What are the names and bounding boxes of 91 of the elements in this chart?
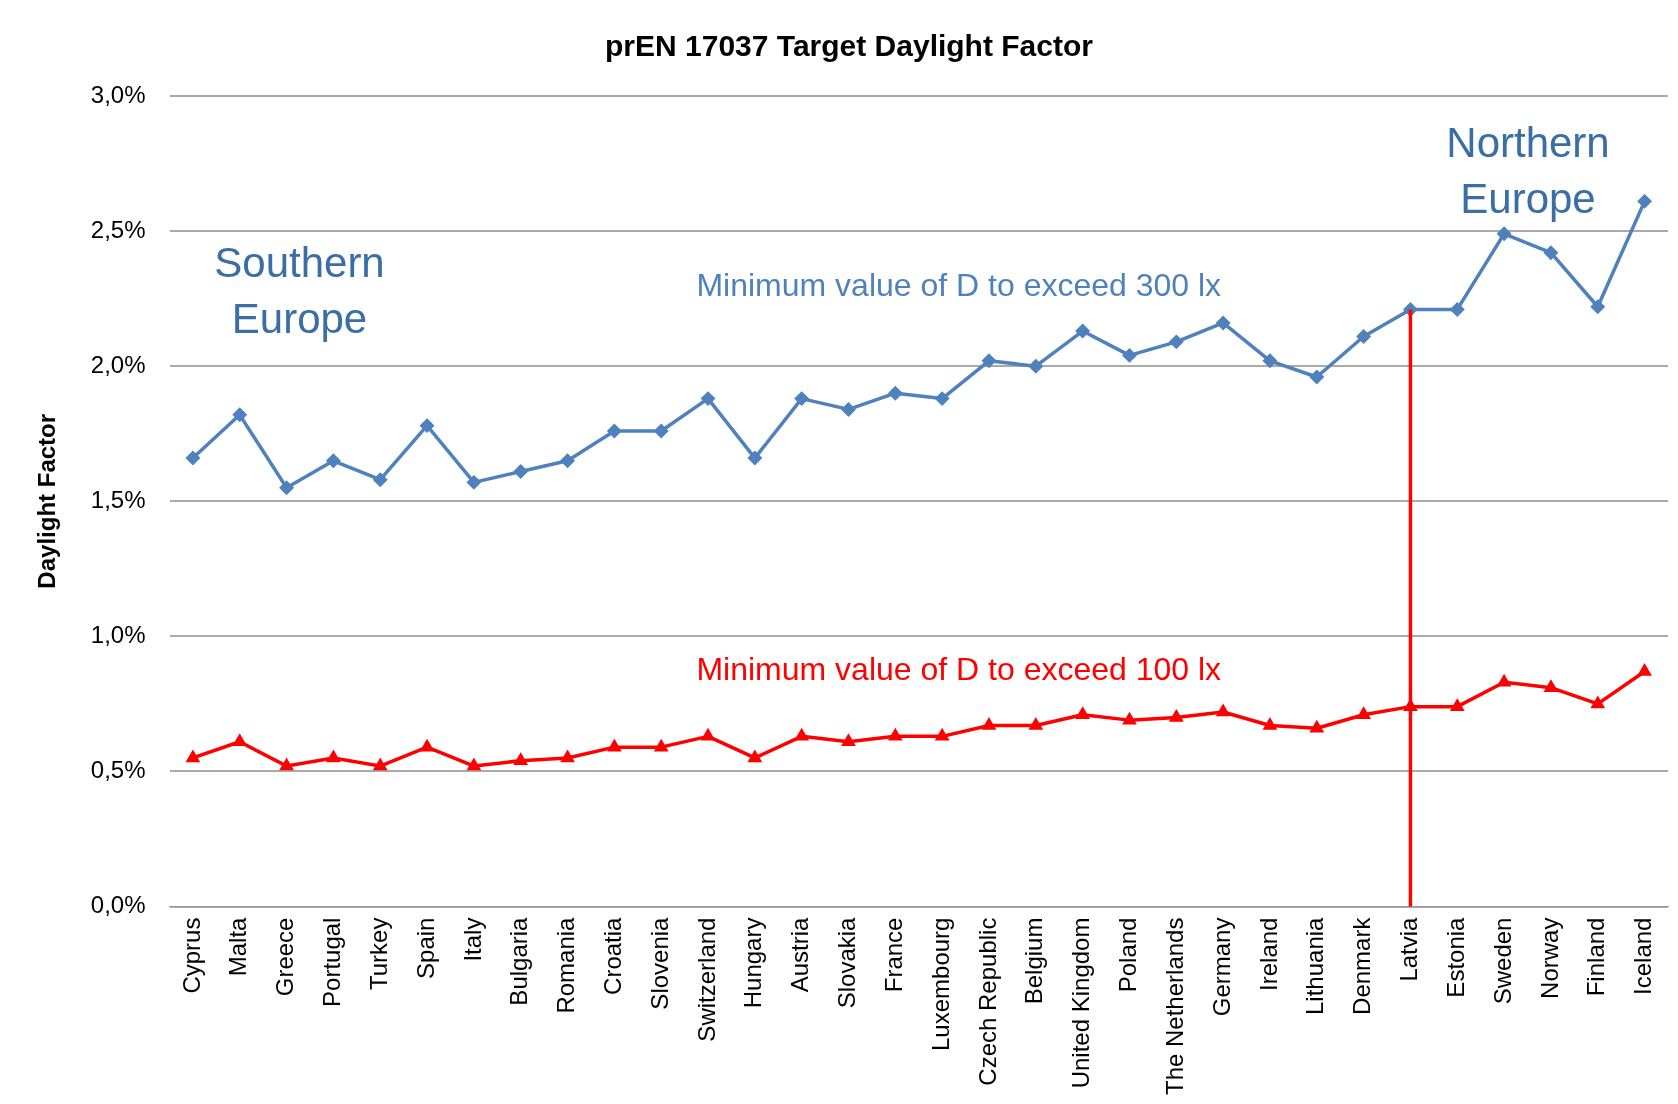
y-axis-title: Daylight Factor — [33, 413, 61, 589]
x-tick-label: Hungary — [739, 917, 767, 1009]
chart-title: prEN 17037 Target Daylight Factor — [605, 29, 1094, 63]
point — [654, 424, 668, 438]
point — [1029, 359, 1043, 373]
x-tick-label: Bulgaria — [505, 916, 533, 1006]
y-tick-label: 3,0% — [90, 80, 146, 108]
point — [1216, 316, 1230, 330]
point — [748, 451, 762, 465]
x-tick-label: Lithuania — [1301, 916, 1329, 1015]
point — [1075, 324, 1090, 338]
x-tick-label: Portugal — [318, 917, 346, 1007]
y-tick-label: 0,0% — [90, 891, 146, 919]
point — [1637, 194, 1652, 209]
point — [1310, 370, 1324, 384]
point — [420, 418, 434, 433]
x-tick-label: Greece — [271, 917, 299, 997]
point — [795, 727, 809, 741]
point — [1122, 348, 1137, 363]
x-tick-label: United Kingdom — [1067, 917, 1095, 1089]
point — [1076, 707, 1089, 719]
x-tick-label: Slovenia — [645, 916, 673, 1010]
x-tick-label: Latvia — [1395, 916, 1423, 982]
x-tick-label: Czech Republic — [973, 917, 1001, 1086]
point — [1263, 354, 1277, 368]
point — [841, 402, 856, 417]
point — [1591, 300, 1605, 314]
point — [420, 740, 434, 752]
point — [373, 472, 387, 487]
x-tick-label: The Netherlands — [1160, 917, 1188, 1095]
point — [1450, 302, 1465, 317]
point — [1544, 245, 1558, 260]
y-tick-label: 1,5% — [90, 485, 146, 513]
point — [514, 753, 527, 765]
point — [982, 354, 996, 368]
x-tick-label: Austria — [786, 916, 814, 993]
point — [1451, 699, 1464, 711]
y-tick-label: 2,0% — [90, 350, 146, 378]
point — [794, 391, 809, 406]
point — [607, 424, 622, 438]
point — [1544, 680, 1558, 692]
point — [1169, 335, 1184, 349]
x-tick-label: Sweden — [1488, 917, 1516, 1005]
point — [700, 727, 715, 741]
x-tick-label: Slovakia — [833, 916, 861, 1009]
x-tick-label: Romania — [552, 916, 580, 1014]
point — [1357, 707, 1370, 719]
x-tick-label: Turkey — [364, 917, 392, 991]
point — [888, 386, 903, 400]
point — [935, 391, 949, 406]
x-tick-label: Poland — [1114, 917, 1142, 993]
point — [1497, 227, 1511, 241]
series-label: Minimum value of D to exceed 300 lx — [696, 266, 1222, 303]
annotation: Northern Europe — [1446, 118, 1610, 222]
x-tick-label: Finland — [1582, 917, 1610, 997]
point — [1170, 710, 1183, 722]
point — [1029, 718, 1042, 730]
x-tick-label: Spain — [411, 917, 439, 979]
x-tick-label: Cyprus — [177, 917, 205, 994]
point — [1638, 664, 1651, 676]
series-label: Minimum value of D to exceed 100 lx — [696, 650, 1222, 687]
point — [560, 454, 575, 468]
x-tick-label: Croatia — [598, 916, 626, 995]
annotation: Southern Europe — [214, 238, 385, 342]
x-tick-label: Malta — [224, 916, 252, 977]
y-tick-label: 2,5% — [90, 215, 146, 243]
point — [982, 718, 996, 730]
x-tick-label: Denmark — [1348, 916, 1376, 1015]
x-tick-label: Belgium — [1020, 917, 1048, 1005]
point — [233, 408, 247, 422]
x-tick-label: Ireland — [1254, 917, 1282, 991]
x-tick-label: Iceland — [1629, 917, 1657, 995]
point — [1356, 329, 1371, 344]
point — [1263, 718, 1277, 730]
x-tick-label: Switzerland — [692, 917, 720, 1042]
point — [467, 475, 481, 490]
y-tick-label: 0,5% — [90, 756, 146, 784]
point — [701, 391, 715, 406]
point — [186, 451, 200, 465]
point — [513, 464, 528, 479]
point — [326, 454, 341, 468]
point — [1498, 673, 1512, 687]
point — [279, 481, 294, 495]
x-tick-label: France — [879, 917, 907, 993]
x-tick-label: Germany — [1207, 917, 1235, 1017]
y-tick-label: 1,0% — [90, 621, 146, 648]
point — [888, 727, 903, 741]
x-tick-label: Estonia — [1441, 916, 1469, 998]
x-tick-label: Norway — [1535, 917, 1563, 999]
x-tick-label: Luxembourg — [926, 917, 954, 1051]
x-tick-label: Italy — [458, 917, 486, 962]
